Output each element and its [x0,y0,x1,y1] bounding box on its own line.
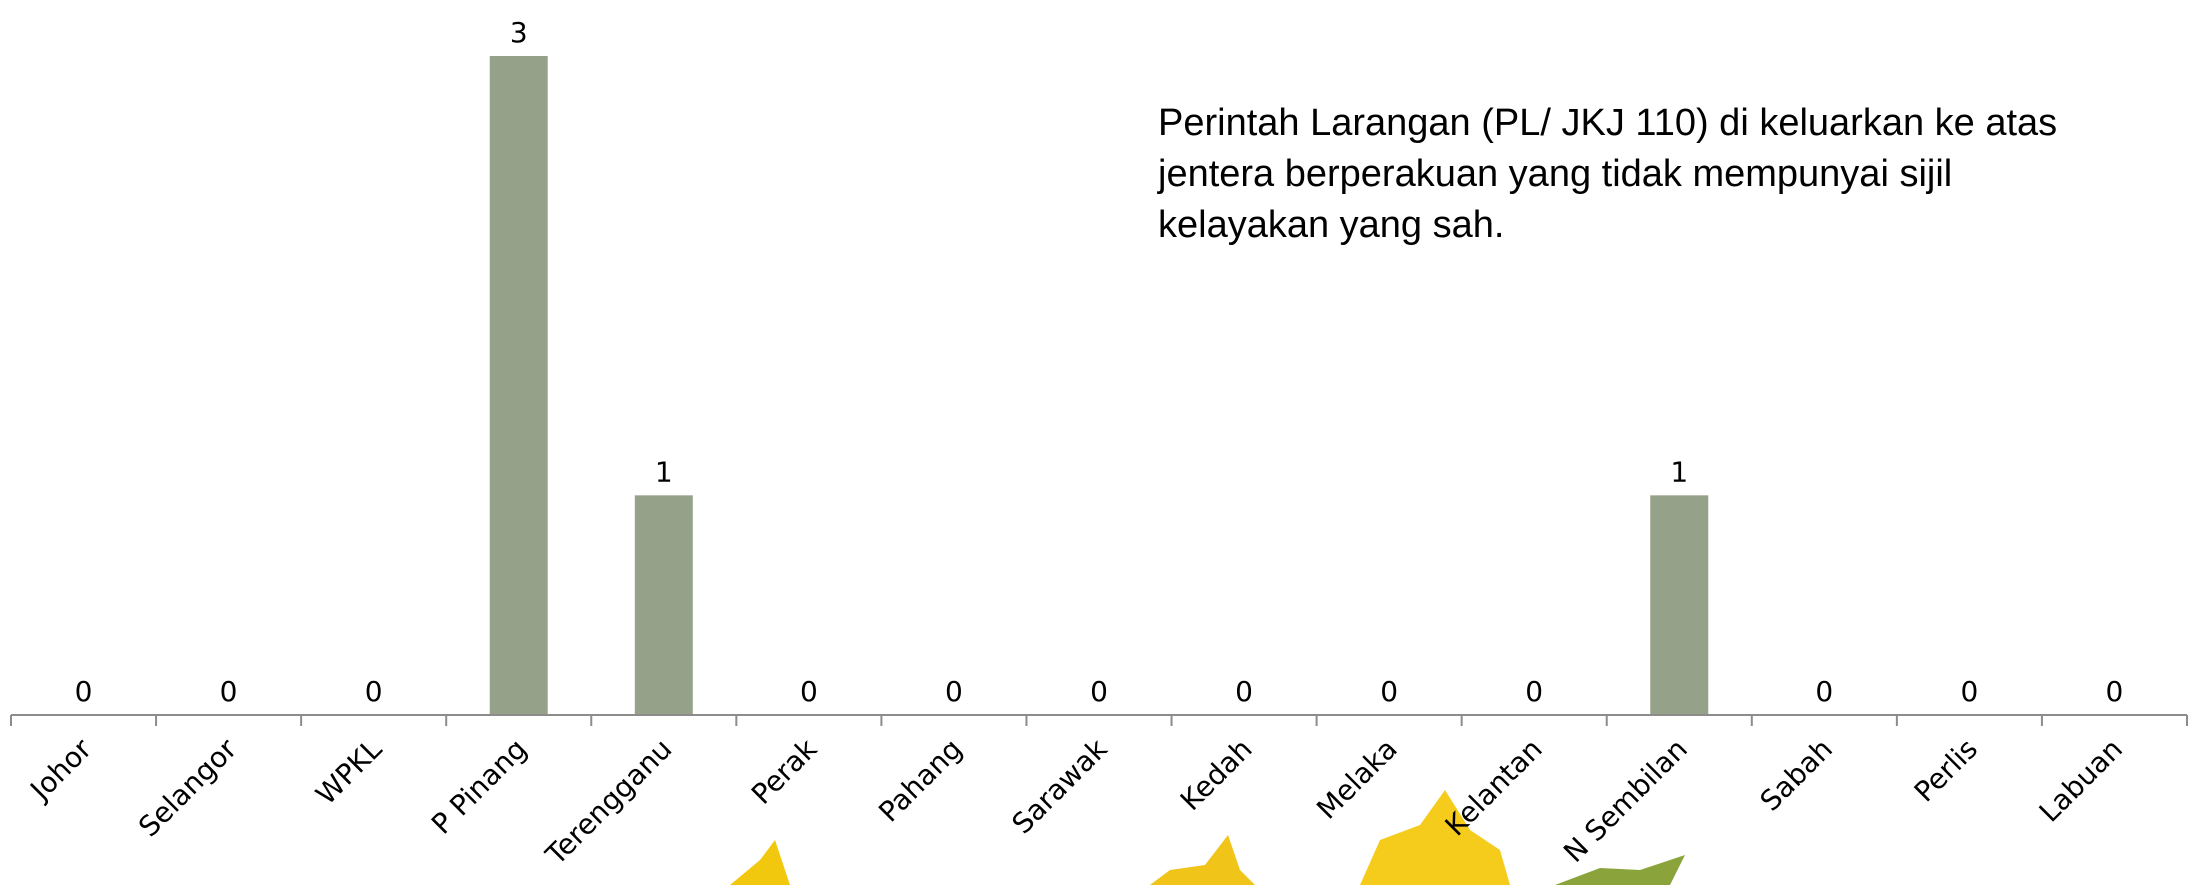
data-label: 0 [945,675,963,708]
data-label: 1 [1670,455,1688,488]
leaf [730,840,790,885]
data-label: 1 [655,455,673,488]
data-label: 0 [365,675,383,708]
data-label: 0 [2106,675,2124,708]
annotation: Perintah Larangan (PL/ JKJ 110) di kelua… [1158,102,2058,246]
bar [1650,495,1709,715]
decoration-leaves [730,790,1685,885]
bar [634,495,693,715]
data-label: 3 [510,16,528,49]
x-tick-label: Selangor [132,732,243,843]
x-tick-label: Perlis [1908,732,1984,808]
x-tick-label: P Pinang [425,732,533,840]
data-label: 0 [1815,675,1833,708]
x-tick-label: Kedah [1174,732,1259,817]
x-tick-label: Pahang [872,732,968,828]
x-tick-label: Terengganu [539,732,679,872]
data-label: 0 [1090,675,1108,708]
data-label: 0 [75,675,93,708]
x-tick-label: Johor [23,732,99,808]
x-tick-label: Melaka [1310,732,1403,825]
data-label: 0 [800,675,818,708]
x-tick-label: Sarawak [1006,732,1115,841]
x-tick-label: N Sembilan [1557,732,1694,869]
data-label: 0 [1380,675,1398,708]
x-tick-label: Kelantan [1439,732,1549,842]
x-tick-label: Perak [745,732,824,811]
data-label: 0 [1235,675,1253,708]
data-label: 0 [1960,675,1978,708]
leaf [1150,835,1255,885]
bar [489,56,548,715]
data-label: 0 [220,675,238,708]
data-label: 0 [1525,675,1543,708]
x-tick-label: Labuan [2033,732,2129,828]
leaf [1555,855,1685,885]
x-tick-label: Sabah [1754,732,1839,817]
leaf [1360,790,1510,885]
x-tick-label: WPKL [309,732,388,811]
